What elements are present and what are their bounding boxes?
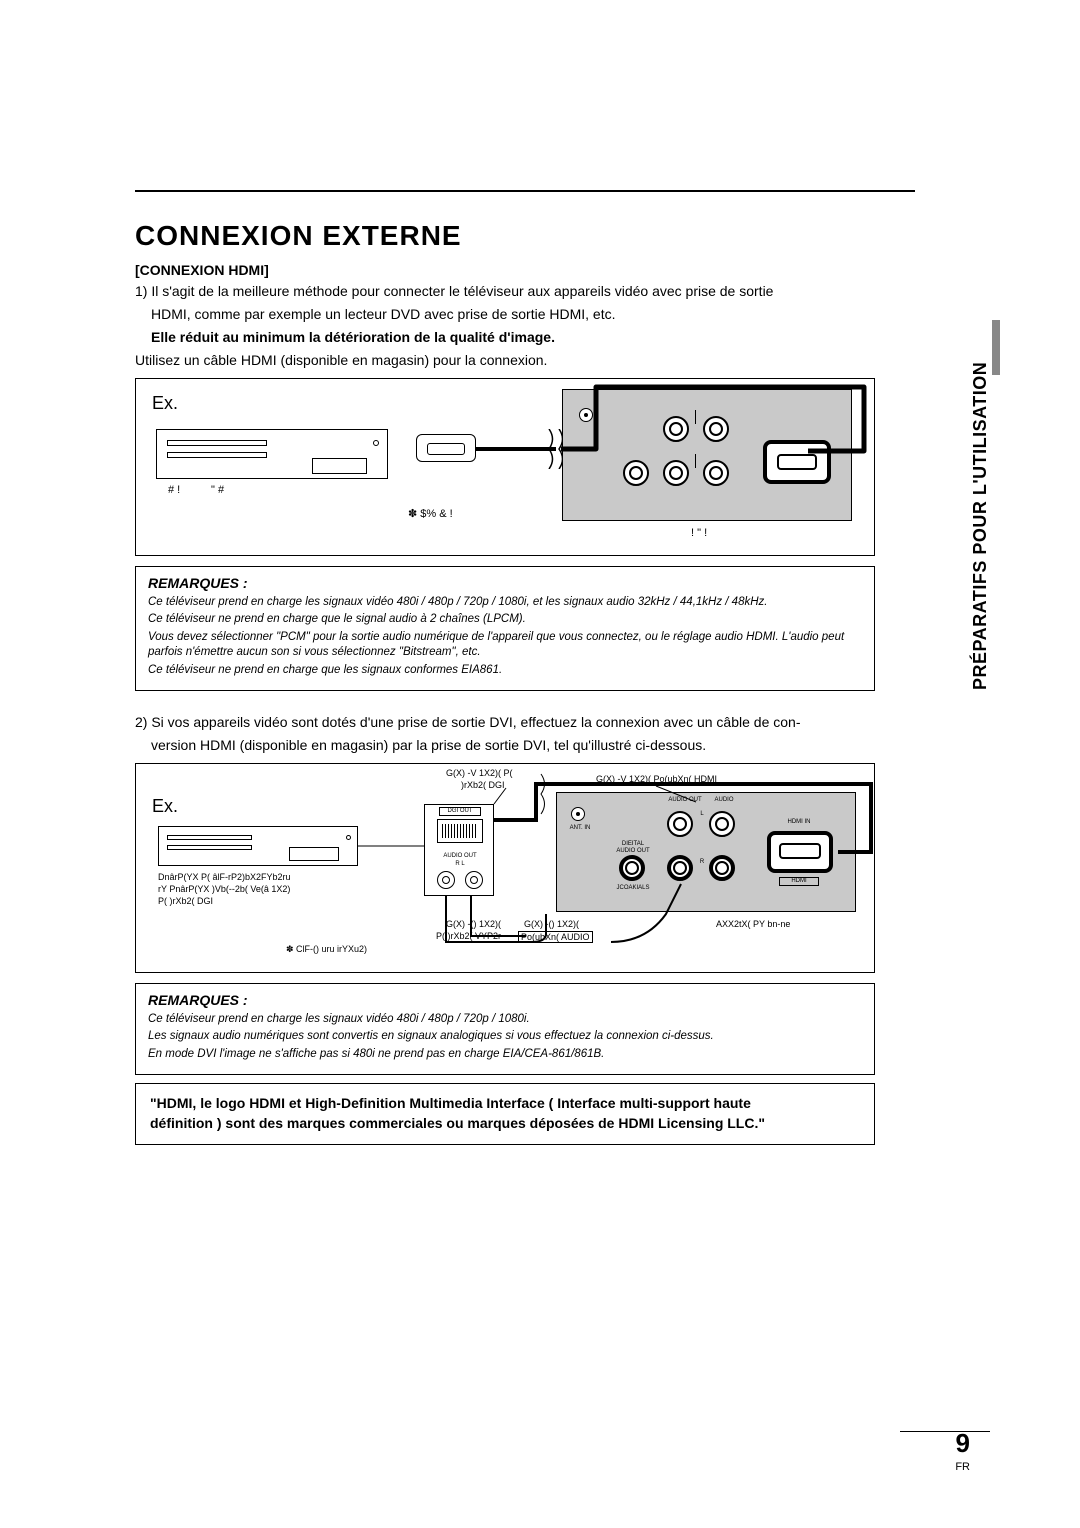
digital-lbl3: JCOAKIALS <box>607 885 659 892</box>
ant-in-label: ANT. IN <box>565 825 595 832</box>
remarques-line: Ce téléviseur prend en charge les signau… <box>148 1012 862 1028</box>
dvi-para2: version HDMI (disponible en magasin) par… <box>135 736 955 755</box>
rca-port-icon <box>667 811 693 837</box>
remarques-line: Ce téléviseur ne prend en charge que le … <box>148 612 862 628</box>
page-content: CONNEXION EXTERNE [CONNEXION HDMI] 1) Il… <box>135 190 955 1145</box>
connector-block: DGI OUT AUDIO OUT R L <box>424 804 494 896</box>
dgi-out-label: DGI OUT <box>439 807 481 816</box>
remarques-line: Ce téléviseur prend en charge les signau… <box>148 595 862 611</box>
rca-coax-icon <box>619 855 645 881</box>
audio-jack-icon <box>437 871 455 889</box>
ex-label-2: Ex. <box>152 796 178 817</box>
remarques-line: En mode DVI l'image ne s'affiche pas si … <box>148 1047 862 1063</box>
hdmi-cable-label-2: G(X) -V 1X2)( Po(ubXn( HDMI <box>596 774 717 784</box>
audio-back: AUDIO <box>709 797 739 804</box>
audio-label-l2: P( )rXb2( VYP2r <box>436 931 501 941</box>
rca-port-icon <box>709 811 735 837</box>
top-rule <box>135 190 915 192</box>
dvd-device-2 <box>158 826 358 866</box>
diagram-hdmi: Ex. # ! " # ✽ $% & ! <box>135 378 875 556</box>
remarques-box-2: REMARQUES : Ce téléviseur prend en charg… <box>135 983 875 1076</box>
audio-rl-label: R L <box>435 861 485 868</box>
remarques-title: REMARQUES : <box>148 575 862 591</box>
hdmi-cable-label: ✽ $% & ! <box>408 507 453 520</box>
page-number: 9 <box>956 1428 970 1458</box>
dvd-device <box>156 429 388 479</box>
remarques-line: Ce téléviseur ne prend en charge que les… <box>148 663 862 679</box>
antenna-port-icon <box>571 807 585 821</box>
back-caption: AXX2tX( PY bn-ne <box>716 919 790 929</box>
audio-label-l: G(X) -() 1X2)( <box>446 919 501 929</box>
hdmi-in-port-icon <box>767 831 833 873</box>
tv-back-panel-2: ANT. IN AUDIO OUT AUDIO L DIEITAL AUDIO … <box>556 792 856 912</box>
remarques-line: Vous devez sélectionner "PCM" pour la so… <box>148 630 862 661</box>
page-rule <box>900 1431 990 1432</box>
audio-jack-icon <box>465 871 483 889</box>
remarques-box-1: REMARQUES : Ce téléviseur prend en charg… <box>135 566 875 692</box>
dvd-label-r: " # <box>211 484 224 496</box>
hdmi-para1: 1) Il s'agit de la meilleure méthode pou… <box>135 282 955 301</box>
audio-label-r2: Po(ubXn( AUDIO <box>518 931 593 943</box>
rca-filled-icon <box>667 855 693 881</box>
dvd2-line2: rY PnârP(YX )Vb(--2b( Ve(â 1X2) <box>158 884 358 894</box>
digital-lbl: DIEITAL <box>607 841 659 848</box>
digital-lbl2: AUDIO OUT <box>607 848 659 855</box>
trademark-line2: définition ) sont des marques commercial… <box>150 1114 860 1134</box>
hdmi-heading: [CONNEXION HDMI] <box>135 262 955 278</box>
dvd2-line3: P( )rXb2( DGI <box>158 896 358 906</box>
page-lang: FR <box>955 1461 970 1473</box>
hdmi-lbl: HDMI <box>779 877 819 886</box>
l-label: L <box>697 811 707 818</box>
section-title: CONNEXION EXTERNE <box>135 220 955 252</box>
hdmi-in-lbl: HDMI IN <box>777 819 821 826</box>
d2-note: ✽ ClF-() uru irYXu2) <box>286 944 367 955</box>
side-tab-bar <box>992 320 1000 375</box>
dvd-label-l: # ! <box>168 484 180 496</box>
remarques-line: Les signaux audio numériques sont conver… <box>148 1029 862 1045</box>
ex-label-1: Ex. <box>152 393 178 414</box>
audio-out-label: AUDIO OUT <box>435 853 485 860</box>
side-tab-text: PRÉPARATIFS POUR L'UTILISATION <box>970 362 991 690</box>
audio-label-r: G(X) -() 1X2)( <box>524 919 579 929</box>
dvi-cable-label-1: G(X) -V 1X2)( P( <box>446 768 513 778</box>
trademark-line1: "HDMI, le logo HDMI et High-Definition M… <box>150 1094 860 1114</box>
hdmi-bold: Elle réduit au minimum la détérioration … <box>135 328 955 347</box>
remarques-title: REMARQUES : <box>148 992 862 1008</box>
dvd2-line1: DnârP(YX P( âlF-rP2)bX2FYb2ru <box>158 872 358 882</box>
dvi-cable-label-2: )rXb2( DGI <box>461 780 505 790</box>
side-tab: PRÉPARATIFS POUR L'UTILISATION <box>970 320 1000 690</box>
diagram-dvi: Ex. DnârP(YX P( âlF-rP2)bX2FYb2ru rY Pnâ… <box>135 763 875 973</box>
audio-out-back: AUDIO OUT <box>665 797 705 804</box>
trademark-box: "HDMI, le logo HDMI et High-Definition M… <box>135 1083 875 1144</box>
dvi-para1: 2) Si vos appareils vidéo sont dotés d'u… <box>135 713 955 732</box>
dvi-port-icon <box>437 819 483 843</box>
r-label: R <box>697 859 707 866</box>
hdmi-para2: Utilisez un câble HDMI (disponible en ma… <box>135 351 955 370</box>
hdmi-para1b: HDMI, comme par exemple un lecteur DVD a… <box>135 305 955 324</box>
page-number-block: 9 FR <box>955 1428 970 1473</box>
cable-path-icon <box>466 379 886 557</box>
rca-filled-icon <box>709 855 735 881</box>
